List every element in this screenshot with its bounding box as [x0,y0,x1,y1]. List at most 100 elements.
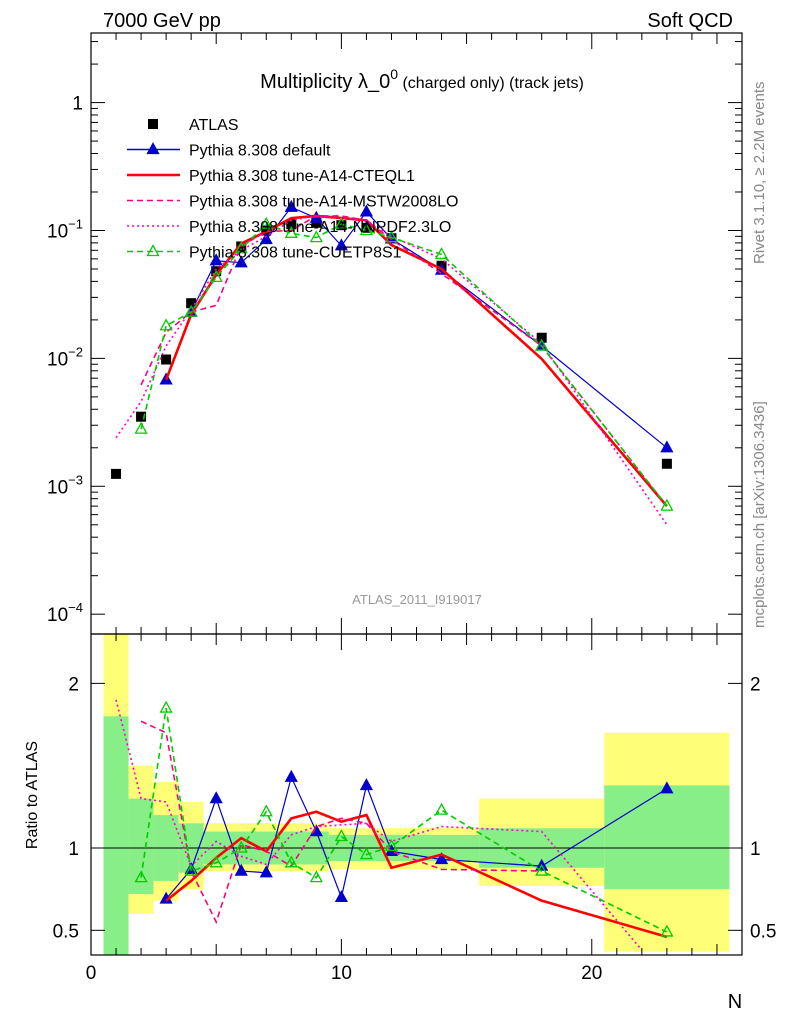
main-point-5-5 [259,216,273,229]
main-ytick-label: 10−3 [47,472,83,498]
legend-label-2: Pythia 8.308 tune-A14-CTEQL1 [189,168,415,185]
main-line-3 [140,215,668,507]
legend-marker-0 [148,119,158,129]
ratio-point-4-8 [334,829,348,842]
main-point-0-3 [186,298,197,309]
ratio-point-4-2 [184,863,198,876]
main-point-1-3 [234,255,248,268]
legend-item-3: Pythia 8.308 tune-A14-MSTW2008LO [127,194,458,211]
legend-item-5: Pythia 8.308 tune-CUETP8S1 [127,244,402,262]
main-point-1-2 [209,253,223,266]
main-series-group [111,199,674,526]
ratio-point-0-12 [660,781,674,794]
main-point-5-9 [359,223,374,236]
main-point-1-4 [259,232,273,245]
ratio-point-0-3 [234,863,248,876]
ratio-ytick-label: 0.5 [53,921,79,942]
main-point-0-7 [286,219,297,230]
legend-label-4: Pythia 8.308 tune-A14-NNPDF2.3LO [189,219,451,236]
main-point-5-6 [284,225,298,238]
ratio-line-4 [140,707,668,933]
main-series-4 [115,215,668,526]
ratio-point-0-8 [359,778,374,791]
main-ytick-label: 1 [72,94,83,115]
ratio-point-4-9 [359,847,374,860]
main-point-1-5 [284,199,298,212]
main-point-5-11 [434,247,449,260]
ratio-point-0-5 [284,769,298,782]
plot-title-small: (charged only) (track jets) [398,75,584,92]
ratio-point-4-5 [259,804,273,817]
analysis-watermark: ATLAS_2011_I919017 [352,592,482,607]
ratio-ytick-label-right: 0.5 [750,921,776,942]
axis-ticks: 10−410−310−210−110 10 200.5 0.51 12 2 [47,33,776,984]
legend-label-5: Pythia 8.308 tune-CUETP8S1 [189,245,402,262]
header-right: Soft QCD [647,10,733,32]
main-point-5-2 [184,304,198,317]
main-point-1-12 [660,440,674,453]
ratio-ytick-label: 1 [68,839,79,860]
ratio-point-4-4 [234,840,248,853]
header-left: 7000 GeV pp [103,10,221,32]
ratio-point-4-6 [284,855,298,868]
ratio-ylabel: Ratio to ATLAS [24,741,41,849]
main-ytick-label: 10−4 [47,600,83,626]
ratio-point-4-3 [209,855,223,868]
side-label-bottom: mcplots.cern.ch [arXiv:1306.3436] [751,401,768,628]
main-ytick-label: 10−1 [47,216,83,242]
main-point-5-10 [384,230,399,243]
legend-item-2: Pythia 8.308 tune-A14-CTEQL1 [127,168,415,185]
main-point-5-8 [334,216,348,229]
ratio-point-0-10 [434,852,449,865]
main-point-5-4 [234,241,248,254]
band-green-1 [128,798,154,895]
main-point-0-14 [661,458,672,469]
band-green-7 [604,785,730,890]
plot-title-sup: 0 [390,66,398,82]
ratio-ytick-label-right: 1 [750,839,761,860]
ratio-point-4-13 [660,924,674,937]
legend-label-3: Pythia 8.308 tune-A14-MSTW2008LO [189,194,458,211]
main-point-0-2 [161,354,172,365]
ratio-point-0-7 [334,890,348,903]
main-point-0-0 [111,468,122,479]
ratio-point-0-4 [259,865,273,878]
main-point-5-12 [535,338,549,351]
plot-title: Multiplicity λ_00 (charged only) (track … [260,66,584,93]
ratio-point-4-10 [384,839,399,852]
ratio-line-2 [140,720,542,925]
ratio-point-4-1 [159,700,173,713]
main-point-0-1 [136,411,147,422]
band-green-0 [103,716,129,955]
legend-marker-1 [146,142,160,155]
ratio-ytick-label-right: 2 [750,674,761,695]
ratio-point-4-0 [134,870,148,883]
ratio-xtick-label: 10 [331,963,352,984]
main-series-1 [159,199,674,453]
ratio-xtick-label: 20 [581,963,602,984]
main-series-5 [134,216,674,511]
main-line-4 [115,215,668,526]
main-point-5-1 [159,318,173,331]
ratio-xtick-label: 0 [86,963,97,984]
plot-title-main: Multiplicity λ_0 [260,71,390,93]
ratio-point-4-11 [434,802,449,815]
legend-label-0: ATLAS [189,117,239,134]
main-ytick-label: 10−2 [47,344,83,370]
legend-marker-5 [146,244,160,257]
legend-label-1: Pythia 8.308 default [189,143,331,160]
ratio-line-3 [115,699,643,951]
side-label-top: Rivet 3.1.10, ≥ 2.2M events [751,82,768,265]
main-point-1-8 [359,204,374,217]
main-point-0-9 [336,220,347,231]
ratio-ytick-label: 2 [68,674,79,695]
main-point-0-10 [361,222,372,233]
legend-item-0: ATLAS [148,117,239,134]
uncertainty-bands [91,634,742,955]
ratio-point-4-7 [309,870,323,883]
ratio-series-3 [115,699,643,951]
ratio-series-group [115,699,674,951]
legend: ATLAS Pythia 8.308 default Pythia 8.308 tu… [127,117,458,262]
main-point-5-13 [660,498,674,511]
